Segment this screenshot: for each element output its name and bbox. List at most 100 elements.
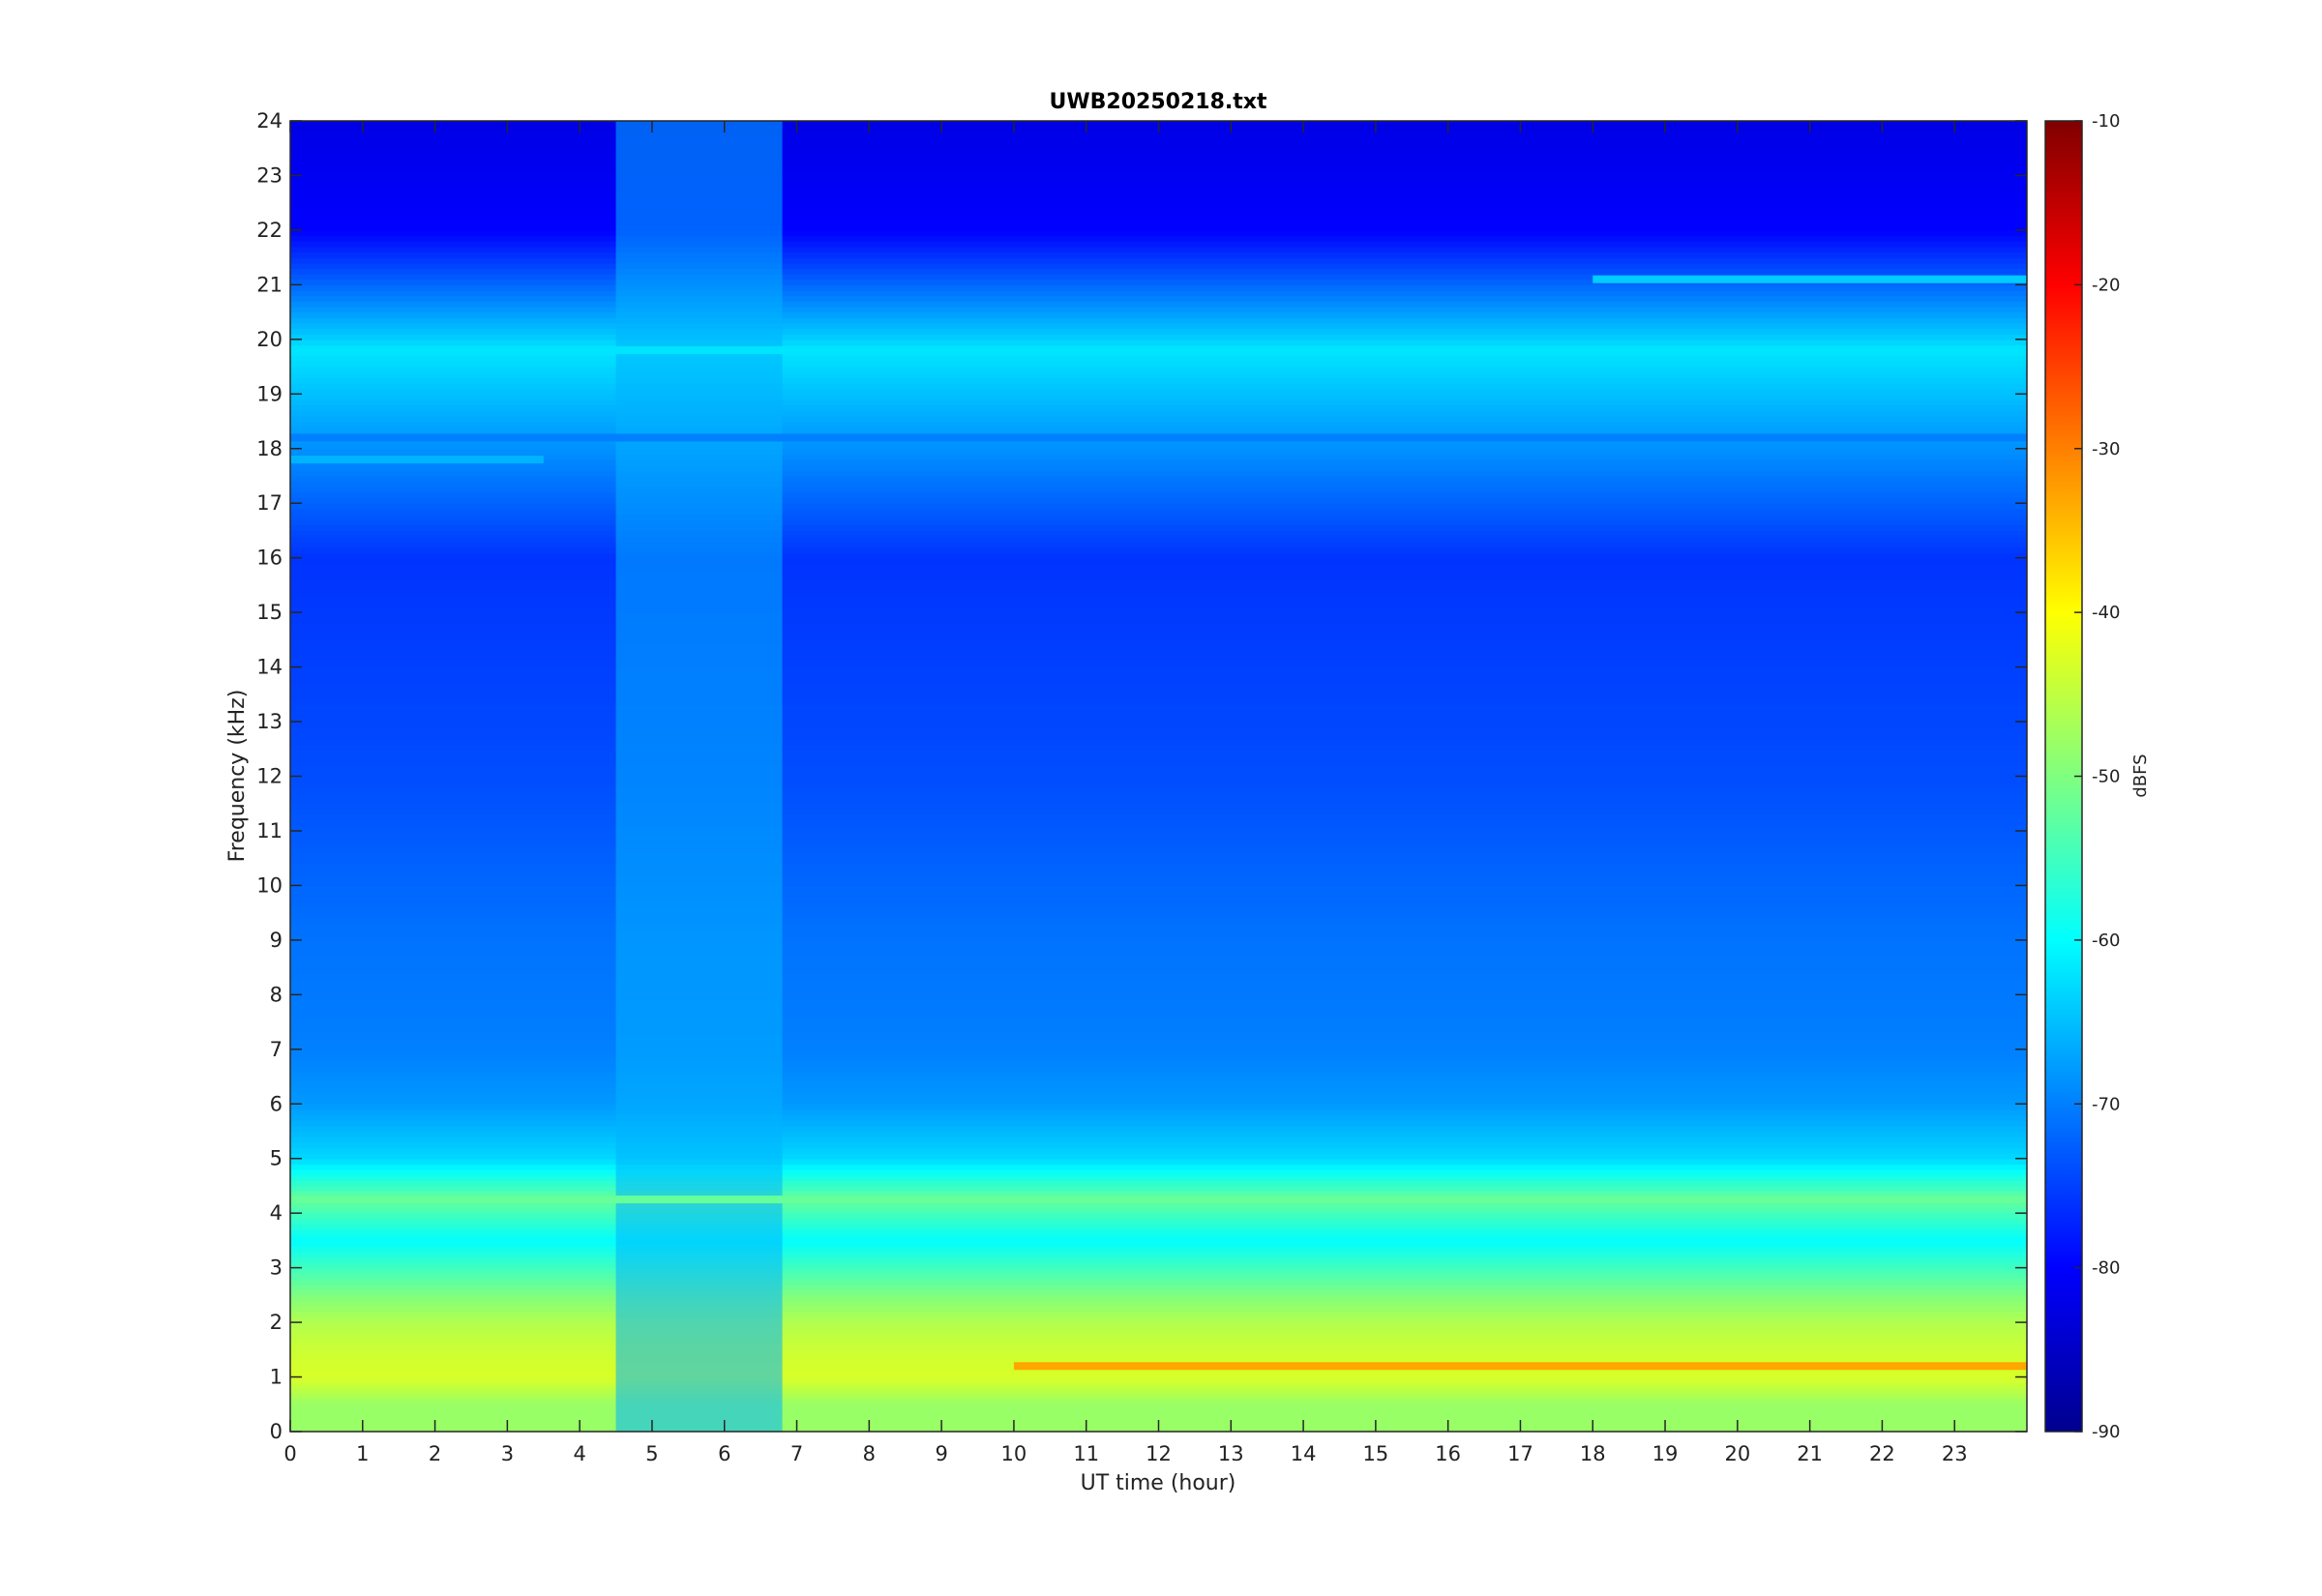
heatmap-row xyxy=(290,1404,2027,1411)
colorbar-tick-label: -70 xyxy=(2092,1094,2120,1114)
y-tick-label: 15 xyxy=(256,601,283,624)
heatmap-row xyxy=(290,896,2027,902)
heatmap-row xyxy=(290,148,2027,155)
heatmap-row xyxy=(290,415,2027,423)
heatmap-row xyxy=(290,1234,2027,1241)
heatmap-rows xyxy=(290,121,2027,1433)
heatmap-row xyxy=(290,410,2027,417)
heatmap-row xyxy=(290,524,2027,532)
heatmap-row xyxy=(290,322,2027,330)
heatmap-row xyxy=(290,1256,2027,1263)
heatmap-row xyxy=(290,1185,2027,1193)
heatmap-row xyxy=(290,683,2027,690)
heatmap-row xyxy=(290,475,2027,483)
heatmap-row xyxy=(290,666,2027,673)
heatmap-row xyxy=(290,623,2027,630)
heatmap-row xyxy=(290,132,2027,138)
colorbar-tick-label: -80 xyxy=(2092,1258,2120,1279)
heatmap-row xyxy=(290,557,2027,564)
x-axis-label: UT time (hour) xyxy=(1081,1471,1236,1495)
heatmap-horizontal-band xyxy=(1593,275,2027,283)
heatmap-row xyxy=(290,929,2027,935)
heatmap-row xyxy=(290,1207,2027,1214)
heatmap-row xyxy=(290,999,2027,1007)
spectrogram-plot xyxy=(289,120,2028,1433)
heatmap-row xyxy=(290,339,2027,346)
heatmap-row xyxy=(290,863,2027,871)
x-tick-label: 13 xyxy=(1218,1442,1244,1465)
heatmap-row xyxy=(290,1240,2027,1247)
heatmap-row xyxy=(290,568,2027,576)
heatmap-row xyxy=(290,786,2027,794)
heatmap-row xyxy=(290,328,2027,335)
heatmap-row xyxy=(290,229,2027,237)
heatmap-vertical-band xyxy=(615,121,783,1432)
y-tick-label: 9 xyxy=(270,929,283,952)
heatmap-row xyxy=(290,279,2027,285)
heatmap-row xyxy=(290,1054,2027,1061)
heatmap-row xyxy=(290,1339,2027,1345)
heatmap-row xyxy=(290,743,2027,750)
heatmap-row xyxy=(290,1092,2027,1100)
chart-title: UWB20250218.txt xyxy=(1050,90,1267,114)
heatmap-row xyxy=(290,907,2027,914)
heatmap-horizontal-band xyxy=(290,346,2027,355)
heatmap-row xyxy=(290,972,2027,979)
heatmap-row xyxy=(290,530,2027,537)
heatmap-horizontal-band xyxy=(290,1196,2027,1204)
colorbar-tick-label: -40 xyxy=(2092,603,2120,623)
heatmap-row xyxy=(290,1311,2027,1318)
heatmap-row xyxy=(290,879,2027,887)
heatmap-row xyxy=(290,918,2027,925)
heatmap-row xyxy=(290,235,2027,242)
heatmap-row xyxy=(290,732,2027,739)
heatmap-row xyxy=(290,1104,2027,1110)
y-tick-label: 21 xyxy=(256,273,283,296)
heatmap-row xyxy=(290,1316,2027,1323)
y-tick-label: 3 xyxy=(270,1256,283,1280)
heatmap-row xyxy=(290,699,2027,706)
heatmap-row xyxy=(290,776,2027,783)
heatmap-row xyxy=(290,186,2027,192)
heatmap-row xyxy=(290,836,2027,842)
heatmap-row xyxy=(290,1213,2027,1220)
heatmap-row xyxy=(290,814,2027,821)
heatmap-row xyxy=(290,956,2027,963)
y-tick-label: 2 xyxy=(270,1311,283,1334)
heatmap-row xyxy=(290,1344,2027,1350)
heatmap-row xyxy=(290,1294,2027,1302)
heatmap-row xyxy=(290,1087,2027,1094)
x-tick-label: 0 xyxy=(283,1442,296,1465)
heatmap-row xyxy=(290,792,2027,799)
y-tick-label: 16 xyxy=(256,547,283,570)
heatmap-row xyxy=(290,491,2027,499)
heatmap-row xyxy=(290,661,2027,668)
heatmap-row xyxy=(290,547,2027,553)
heatmap-row xyxy=(290,1371,2027,1378)
heatmap-row xyxy=(290,519,2027,526)
heatmap-row xyxy=(290,770,2027,778)
heatmap-row xyxy=(290,1415,2027,1422)
x-axis-ticks: 0 1 2 3 4 5 6 7 8 9 10 11 12 13 14 15 16 17 18 19 20 21 22 23 xyxy=(283,121,1968,1465)
heatmap-row xyxy=(290,284,2027,291)
heatmap-horizontal-band xyxy=(290,433,2027,442)
y-tick-label: 1 xyxy=(270,1366,283,1389)
heatmap-row xyxy=(290,164,2027,171)
heatmap-row xyxy=(290,984,2027,990)
colorbar-tick-label: -10 xyxy=(2092,111,2120,132)
heatmap-row xyxy=(290,650,2027,657)
heatmap-row xyxy=(290,1016,2027,1023)
heatmap-row xyxy=(290,361,2027,368)
heatmap-row xyxy=(290,749,2027,755)
heatmap-row xyxy=(290,481,2027,488)
heatmap-row xyxy=(290,1376,2027,1383)
heatmap-row xyxy=(290,945,2027,952)
heatmap-row xyxy=(290,726,2027,733)
heatmap-row xyxy=(290,1077,2027,1083)
heatmap-row xyxy=(290,978,2027,985)
heatmap-row xyxy=(290,399,2027,406)
heatmap-row xyxy=(290,672,2027,679)
heatmap-row xyxy=(290,961,2027,968)
heatmap-row xyxy=(290,1065,2027,1072)
